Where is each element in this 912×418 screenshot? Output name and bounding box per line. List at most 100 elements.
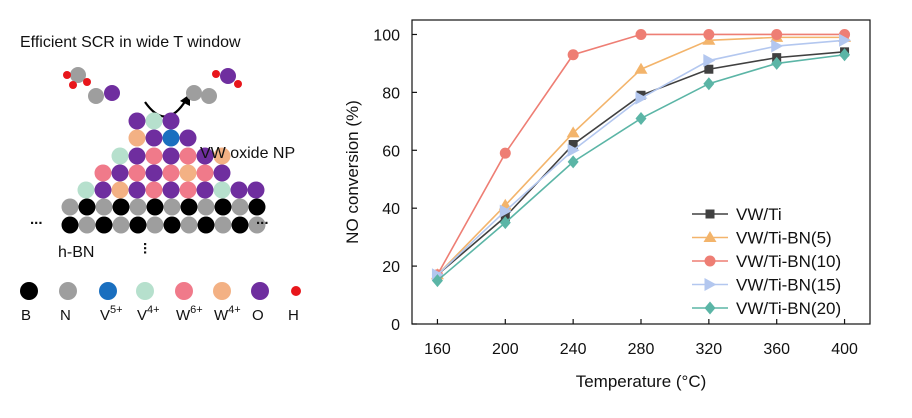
- w6-atom: [162, 164, 180, 182]
- ellipsis-vertical: ...: [140, 242, 157, 255]
- x-tick-label: 200: [492, 341, 519, 358]
- nitrogen-atom: [163, 198, 181, 216]
- legend-item: VW/Ti-BN(20): [692, 299, 841, 318]
- boron-atom: [180, 198, 198, 216]
- reactant-molecule-left: [63, 67, 120, 104]
- data-point: [839, 48, 851, 62]
- oxygen-atom: [128, 112, 146, 130]
- legend-label: VW/Ti: [736, 205, 782, 224]
- nitrogen-atom: [197, 198, 215, 216]
- data-point: [771, 28, 783, 40]
- w6-atom: [128, 164, 146, 182]
- schematic-title: Efficient SCR in wide T window: [20, 34, 241, 51]
- x-tick-label: 160: [424, 341, 451, 358]
- w4-atom: [128, 129, 146, 147]
- w6-atom: [94, 164, 112, 182]
- vw-oxide-nanoparticle-on-hbn: [61, 112, 266, 234]
- oxygen-atom: [162, 181, 180, 199]
- atom-legend-swatch: [213, 282, 231, 300]
- data-point: [771, 39, 784, 53]
- legend-marker: [704, 255, 716, 267]
- x-tick-label: 280: [628, 341, 655, 358]
- atom-legend-item: V4+: [136, 282, 160, 324]
- atom-legend-label: O: [252, 307, 264, 324]
- oxygen-atom: [196, 147, 214, 165]
- x-axis-label: Temperature (°C): [576, 372, 707, 391]
- atom-legend-swatch: [175, 282, 193, 300]
- atom-legend-item: W4+: [213, 282, 241, 324]
- w4-atom: [213, 147, 231, 165]
- atom-legend-label: H: [288, 307, 299, 324]
- y-axis-label: NO conversion (%): [343, 100, 362, 244]
- data-point: [499, 147, 511, 159]
- boron-atom: [129, 216, 147, 234]
- legend-marker: [705, 209, 715, 219]
- legend-item: VW/Ti-BN(10): [692, 252, 841, 271]
- atom-legend: B N V5+ V4+ W6+ W4+ O H: [20, 282, 301, 324]
- x-tick-label: 240: [560, 341, 587, 358]
- ellipsis-left: ...: [30, 211, 43, 228]
- legend-label: VW/Ti-BN(20): [736, 299, 841, 318]
- atom-legend-swatch: [20, 282, 38, 300]
- oxygen-atom: [213, 164, 231, 182]
- oxygen-atom: [162, 147, 180, 165]
- boron-atom: [248, 198, 266, 216]
- y-tick-label: 80: [382, 85, 400, 102]
- oxygen-atom: [128, 147, 146, 165]
- w6-atom: [179, 181, 197, 199]
- chart-panel: 160 200 240 280 320 360 400 0 20 40 60 80 100 VW/Ti…: [343, 19, 871, 391]
- atom-legend-label: W4+: [214, 304, 241, 324]
- boron-atom: [146, 198, 164, 216]
- oxygen-atom: [247, 181, 265, 199]
- y-tick-label: 100: [373, 27, 400, 44]
- boron-atom: [112, 198, 130, 216]
- series-layer: [430, 28, 852, 288]
- boron-atom: [78, 198, 96, 216]
- oxygen-atom: [145, 129, 163, 147]
- legend-label: VW/Ti-BN(15): [736, 276, 841, 295]
- data-point: [567, 143, 580, 157]
- atom-legend-swatch: [251, 282, 269, 300]
- atom-legend-item: H: [288, 286, 301, 324]
- data-point: [703, 28, 715, 40]
- atom-legend-label: B: [21, 307, 31, 324]
- data-point: [499, 204, 512, 218]
- y-tick-label: 20: [382, 259, 400, 276]
- series-vw-ti-bn-20: [431, 48, 851, 288]
- atom-legend-swatch: [291, 286, 301, 296]
- legend-item: VW/Ti-BN(5): [692, 229, 832, 248]
- boron-atom: [95, 216, 113, 234]
- atom-legend-item: W6+: [175, 282, 203, 324]
- nitrogen-atom: [146, 216, 164, 234]
- atom-legend-item: V5+: [99, 282, 123, 324]
- atom-legend-swatch: [99, 282, 117, 300]
- nitrogen-atom: [180, 216, 198, 234]
- schematic-panel: Efficient SCR in wide T window VW oxide …: [20, 34, 301, 324]
- v4-atom: [77, 181, 95, 199]
- oxygen-atom: [162, 112, 180, 130]
- atom-legend-swatch: [136, 282, 154, 300]
- w6-atom: [145, 181, 163, 199]
- oxygen-atom: [196, 181, 214, 199]
- legend-marker: [703, 231, 717, 242]
- atom-legend-item: N: [59, 282, 77, 324]
- x-axis: 160 200 240 280 320 360 400: [424, 319, 858, 358]
- y-axis: 0 20 40 60 80 100: [373, 27, 417, 334]
- w4-atom: [179, 164, 197, 182]
- nitrogen-atom: [231, 198, 249, 216]
- data-point: [634, 62, 648, 74]
- data-point: [703, 77, 715, 91]
- atom-legend-item: B: [20, 282, 38, 324]
- atom-legend-label: V4+: [137, 304, 160, 324]
- oxygen-atom: [94, 181, 112, 199]
- data-point: [566, 126, 580, 138]
- oxygen-atom: [179, 129, 197, 147]
- support-label: h-BN: [58, 244, 94, 261]
- nitrogen-atom: [78, 216, 96, 234]
- data-point: [568, 139, 578, 149]
- legend-item: VW/Ti: [692, 205, 782, 224]
- nitrogen-atom: [129, 198, 147, 216]
- y-tick-label: 60: [382, 143, 400, 160]
- atom-legend-swatch: [59, 282, 77, 300]
